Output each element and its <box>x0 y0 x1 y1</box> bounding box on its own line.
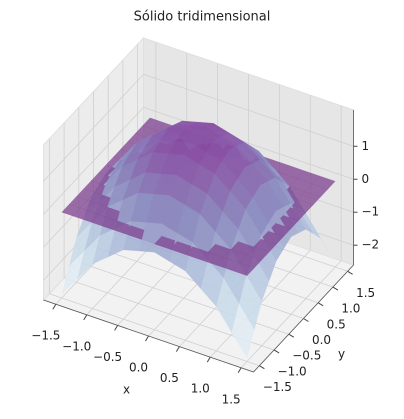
surface-facet <box>290 199 314 213</box>
y-tick <box>288 333 295 338</box>
y-tick-label: −1.5 <box>263 380 292 394</box>
grid-line <box>143 73 354 147</box>
y-tick <box>317 302 324 307</box>
surface-facet <box>231 262 255 276</box>
x-tick <box>175 346 180 352</box>
x-tick-label: −1.5 <box>31 329 60 343</box>
surface-facet <box>200 259 224 307</box>
z-tick-label: 1 <box>362 139 370 153</box>
x-tick-label: 1.5 <box>222 392 241 406</box>
surface-facet <box>282 207 307 221</box>
surface-facet <box>253 238 277 253</box>
surface-facet <box>246 246 270 261</box>
y-tick <box>332 286 339 291</box>
x-tick <box>114 325 119 331</box>
axis-line <box>253 264 354 373</box>
x-tick <box>145 335 149 342</box>
x-axis-label: x <box>123 383 130 397</box>
y-tick-label: −1.0 <box>278 364 307 378</box>
y-tick-label: 0.5 <box>327 317 346 331</box>
y-tick-label: 0.0 <box>312 333 331 347</box>
z-tick-label: −2 <box>362 238 380 252</box>
y-axis-label: y <box>338 347 345 361</box>
grid-line <box>43 106 144 215</box>
z-tick-label: 0 <box>362 172 370 186</box>
x-tick-label: 0.5 <box>160 371 179 385</box>
grid-line <box>49 293 260 367</box>
y-tick <box>347 270 353 275</box>
x-tick <box>52 303 57 310</box>
x-tick <box>83 314 88 321</box>
x-tick-label: 0.0 <box>129 361 148 375</box>
x-tick <box>206 356 211 363</box>
grid-line <box>143 106 354 180</box>
x-tick <box>237 367 242 374</box>
grid-line <box>43 74 144 182</box>
x-tick-label: −1.0 <box>62 339 91 353</box>
surface-facet <box>312 175 336 190</box>
y-tick <box>303 318 309 322</box>
chart-title: Sólido tridimensional <box>134 10 271 25</box>
x-tick-label: −0.5 <box>93 350 122 364</box>
y-tick-label: −0.5 <box>292 349 321 363</box>
y-tick-label: 1.5 <box>356 286 375 300</box>
x-tick-label: 1.0 <box>191 382 210 396</box>
axis-line <box>43 299 254 373</box>
y-tick <box>259 365 265 370</box>
y-tick-label: 1.0 <box>341 302 360 316</box>
y-tick <box>273 349 280 354</box>
z-tick-label: −1 <box>362 205 380 219</box>
